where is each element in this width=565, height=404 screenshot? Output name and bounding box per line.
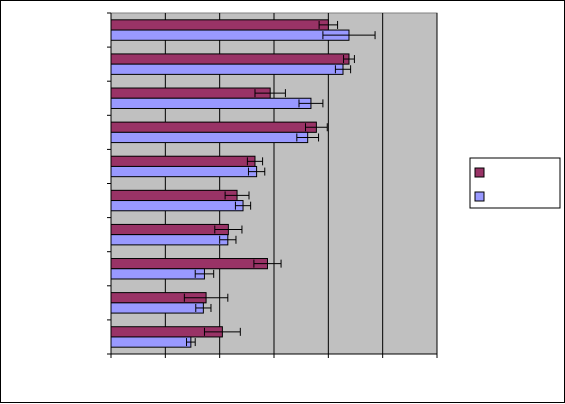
bar-series-1 (110, 258, 268, 270)
bar-series-2 (110, 63, 344, 75)
bar-series-1 (110, 223, 229, 236)
bar-series-2 (110, 131, 309, 144)
bar-series-1 (110, 19, 329, 31)
legend-swatch-series-1 (474, 167, 485, 178)
bar-series-2 (110, 97, 312, 109)
bar-series-1 (110, 121, 317, 133)
bar-series-2 (110, 302, 204, 314)
bar-series-1 (110, 155, 256, 167)
bar-series-1 (110, 189, 238, 202)
bar-series-2 (110, 268, 205, 280)
bar-series-1 (110, 87, 271, 99)
bar-series-2 (110, 200, 244, 212)
bar-series-2 (110, 234, 229, 246)
legend (469, 157, 561, 209)
bar-series-2 (110, 29, 350, 41)
bar-series-2 (110, 336, 192, 348)
bar-series-2 (110, 165, 258, 178)
bar-series-1 (110, 53, 350, 65)
legend-swatch-series-2 (474, 191, 485, 202)
